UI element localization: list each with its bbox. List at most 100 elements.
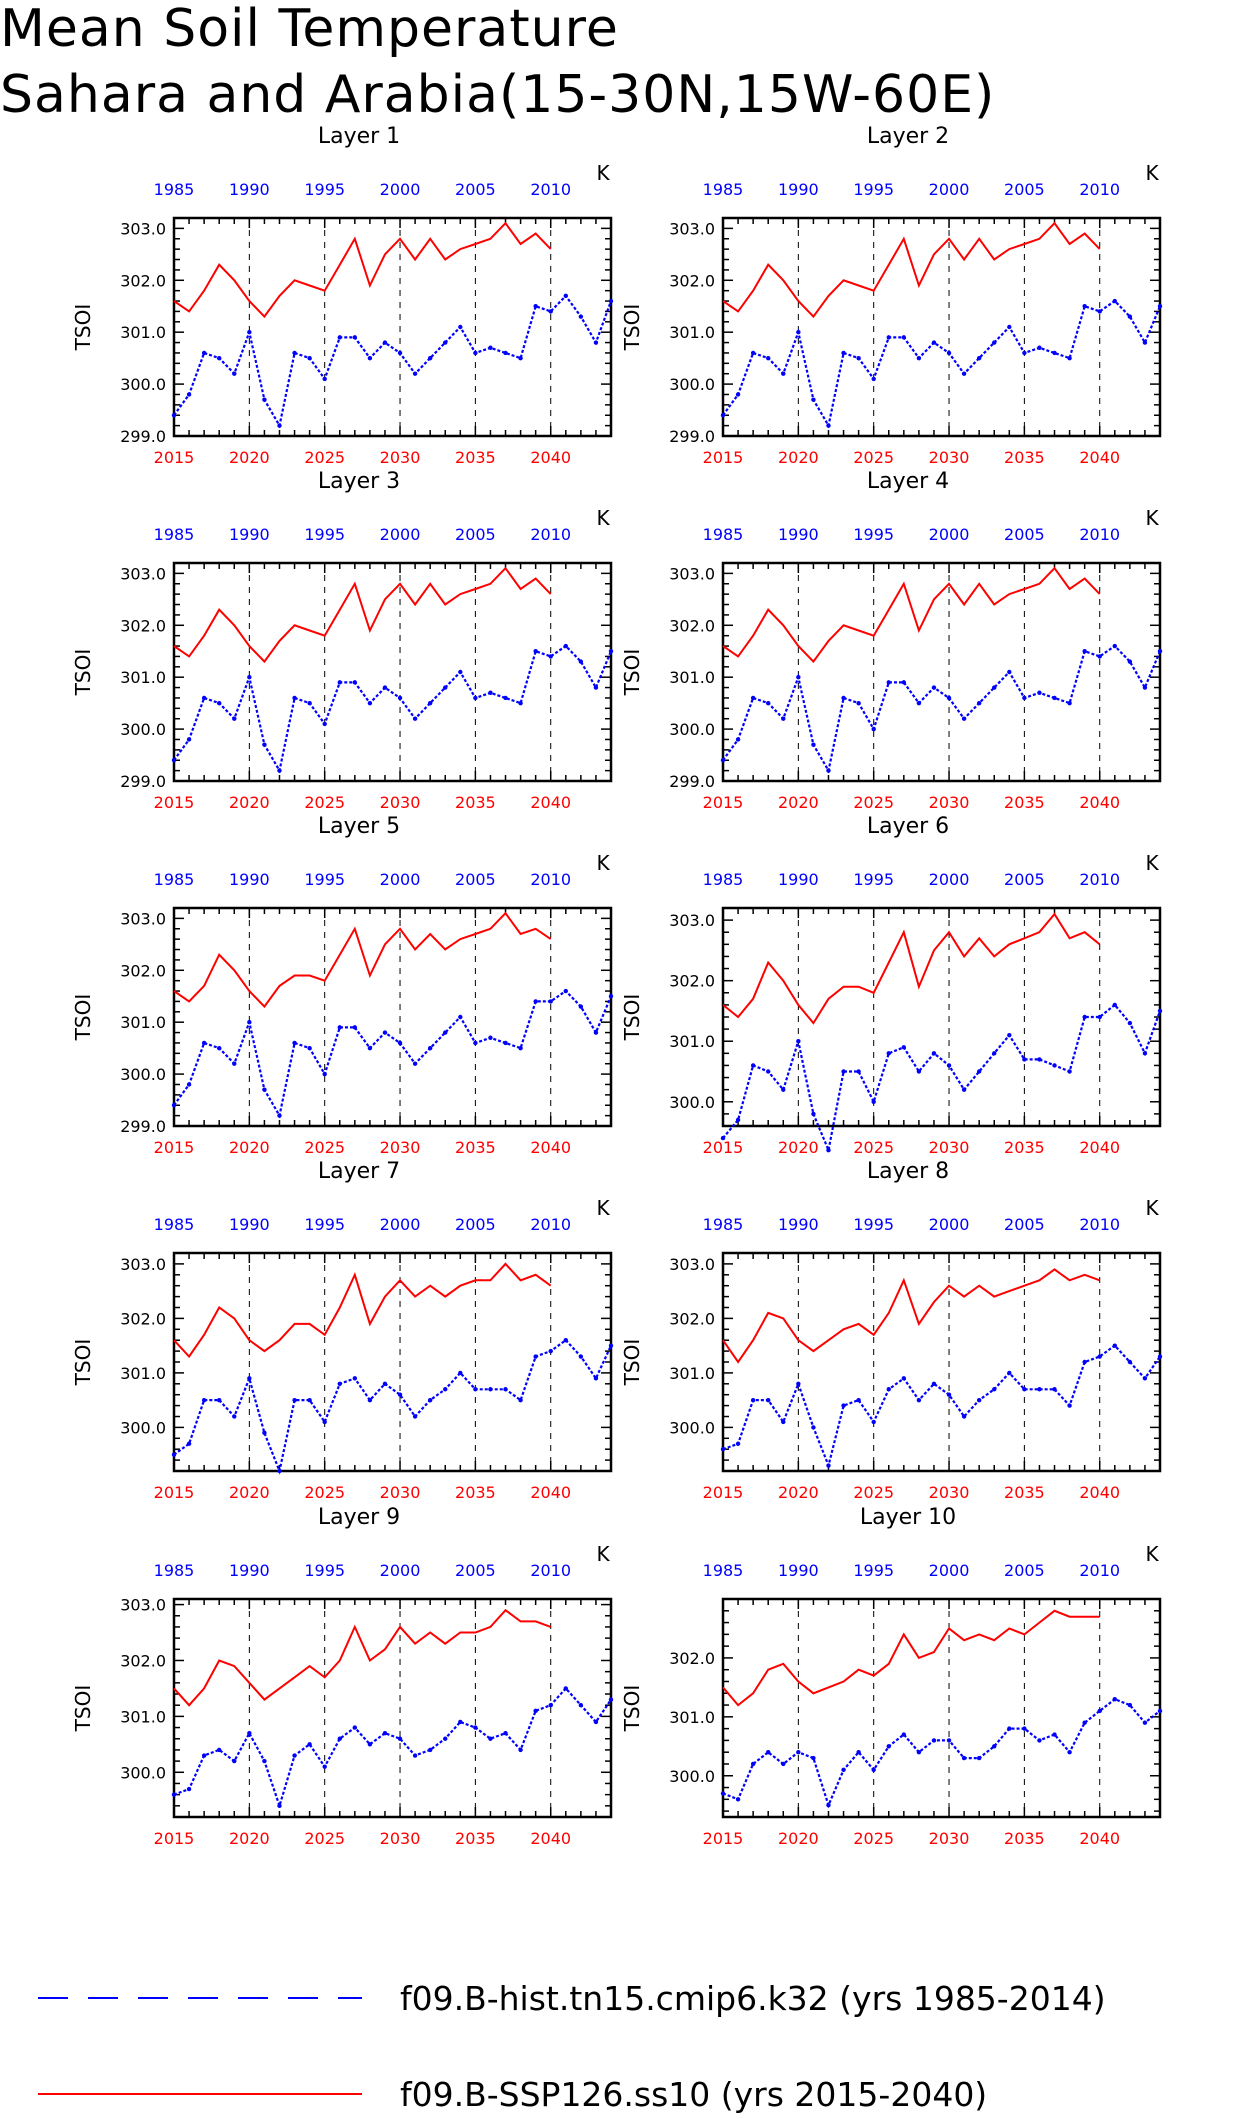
hist-point — [886, 1387, 891, 1392]
unit-label: K — [596, 161, 610, 185]
hist-point — [750, 1063, 756, 1068]
panel-grid: Layer 1 K TSOI 2015 2020 2025 2030 2035 2040 1985… — [71, 124, 1163, 1848]
hist-point — [1037, 1738, 1042, 1743]
hist-point — [1112, 298, 1117, 304]
hist-point — [548, 654, 553, 659]
hist-point — [1142, 685, 1148, 690]
hist-point — [720, 413, 726, 418]
hist-point — [412, 371, 418, 376]
x-top-tick-label: 2000 — [380, 180, 421, 199]
hist-point — [503, 350, 508, 356]
hist-point — [262, 742, 267, 747]
hist-point — [397, 1040, 403, 1046]
hist-point — [443, 1387, 448, 1392]
unit-label: K — [596, 506, 610, 530]
hist-point — [826, 768, 831, 773]
hist-point — [856, 700, 861, 706]
y-axis-label: TSOI — [71, 649, 95, 697]
hist-point — [720, 1135, 726, 1141]
hist-point — [735, 1117, 741, 1123]
y-tick-label: 301.0 — [669, 1364, 715, 1383]
hist-point — [841, 350, 846, 356]
x-bottom-tick-label: 2040 — [530, 448, 571, 467]
hist-point — [201, 1040, 207, 1046]
hist-point — [1052, 1387, 1057, 1392]
hist-point — [1052, 1063, 1057, 1068]
x-bottom-tick-label: 2030 — [380, 448, 421, 467]
hist-point — [1007, 1370, 1012, 1376]
hist-point — [1157, 649, 1163, 654]
hist-point — [946, 1738, 952, 1743]
x-bottom-tick-label: 2015 — [154, 448, 195, 467]
x-bottom-tick-label: 2015 — [703, 1483, 744, 1502]
hist-point — [871, 726, 876, 732]
hist-point — [171, 1452, 177, 1457]
plot-frame — [721, 216, 1162, 438]
x-top-tick-label: 1990 — [778, 1561, 819, 1580]
x-bottom-tick-label: 2035 — [455, 448, 496, 467]
x-top-tick-label: 2010 — [530, 870, 571, 889]
hist-point — [766, 1749, 771, 1755]
hist-point — [856, 1069, 861, 1074]
hist-point — [1157, 1354, 1163, 1359]
x-top-tick-label: 1990 — [778, 870, 819, 889]
x-bottom-tick-label: 2025 — [853, 1829, 894, 1848]
hist-point — [533, 304, 538, 309]
x-top-tick-label: 2010 — [1079, 180, 1120, 199]
y-tick-label: 303.0 — [669, 564, 715, 583]
hist-point — [735, 737, 741, 742]
x-top-tick-label: 2010 — [530, 525, 571, 544]
x-top-tick-label: 1995 — [304, 1215, 345, 1234]
hist-point — [841, 1069, 846, 1074]
x-bottom-tick-label: 2030 — [929, 1138, 970, 1157]
hist-point — [292, 1753, 297, 1758]
x-top-tick-label: 1995 — [853, 870, 894, 889]
hist-point — [781, 1087, 786, 1092]
hist-point — [427, 1045, 433, 1051]
panel-title: Layer 5 — [318, 814, 400, 839]
hist-point — [518, 1397, 523, 1403]
y-tick-label: 303.0 — [120, 1596, 166, 1615]
x-top-tick-label: 2010 — [530, 1561, 571, 1580]
y-axis-label: TSOI — [620, 1339, 644, 1387]
hist-point — [992, 1387, 997, 1392]
hist-point — [322, 1419, 327, 1425]
hist-point — [427, 355, 433, 361]
hist-point — [1112, 1002, 1117, 1008]
x-bottom-tick-label: 2030 — [380, 1483, 421, 1502]
x-top-tick-label: 1990 — [778, 180, 819, 199]
hist-point — [397, 1736, 403, 1741]
hist-point — [608, 1343, 614, 1348]
x-bottom-tick-label: 2035 — [1004, 448, 1045, 467]
hist-point — [217, 700, 222, 706]
y-tick-label: 301.0 — [120, 1707, 166, 1726]
series-line-ssp — [173, 566, 552, 664]
series-line-hist — [173, 1686, 612, 1810]
hist-point — [1127, 1020, 1133, 1026]
x-bottom-tick-label: 2025 — [853, 1138, 894, 1157]
hist-point — [976, 700, 982, 706]
hist-point — [946, 1392, 952, 1397]
x-bottom-tick-label: 2015 — [703, 1829, 744, 1848]
y-tick-label: 299.0 — [120, 427, 166, 446]
hist-point — [1157, 1708, 1163, 1714]
x-bottom-tick-label: 2020 — [778, 1483, 819, 1502]
hist-point — [232, 1061, 237, 1066]
hist-point — [1157, 1008, 1163, 1014]
hist-point — [961, 1087, 967, 1092]
hist-point — [608, 1697, 614, 1702]
x-top-tick-label: 2000 — [929, 525, 970, 544]
unit-label: K — [596, 1542, 610, 1566]
hist-point — [608, 994, 614, 999]
x-top-tick-label: 2000 — [380, 1561, 421, 1580]
hist-point — [352, 1725, 358, 1730]
y-tick-label: 301.0 — [120, 668, 166, 687]
hist-point — [186, 1082, 192, 1087]
x-top-tick-label: 2005 — [455, 870, 496, 889]
hist-point — [488, 690, 493, 695]
hist-point — [247, 1376, 252, 1381]
hist-point — [443, 1736, 448, 1741]
y-axis-label: TSOI — [71, 304, 95, 352]
hist-point — [608, 298, 614, 304]
hist-point — [217, 1747, 222, 1753]
